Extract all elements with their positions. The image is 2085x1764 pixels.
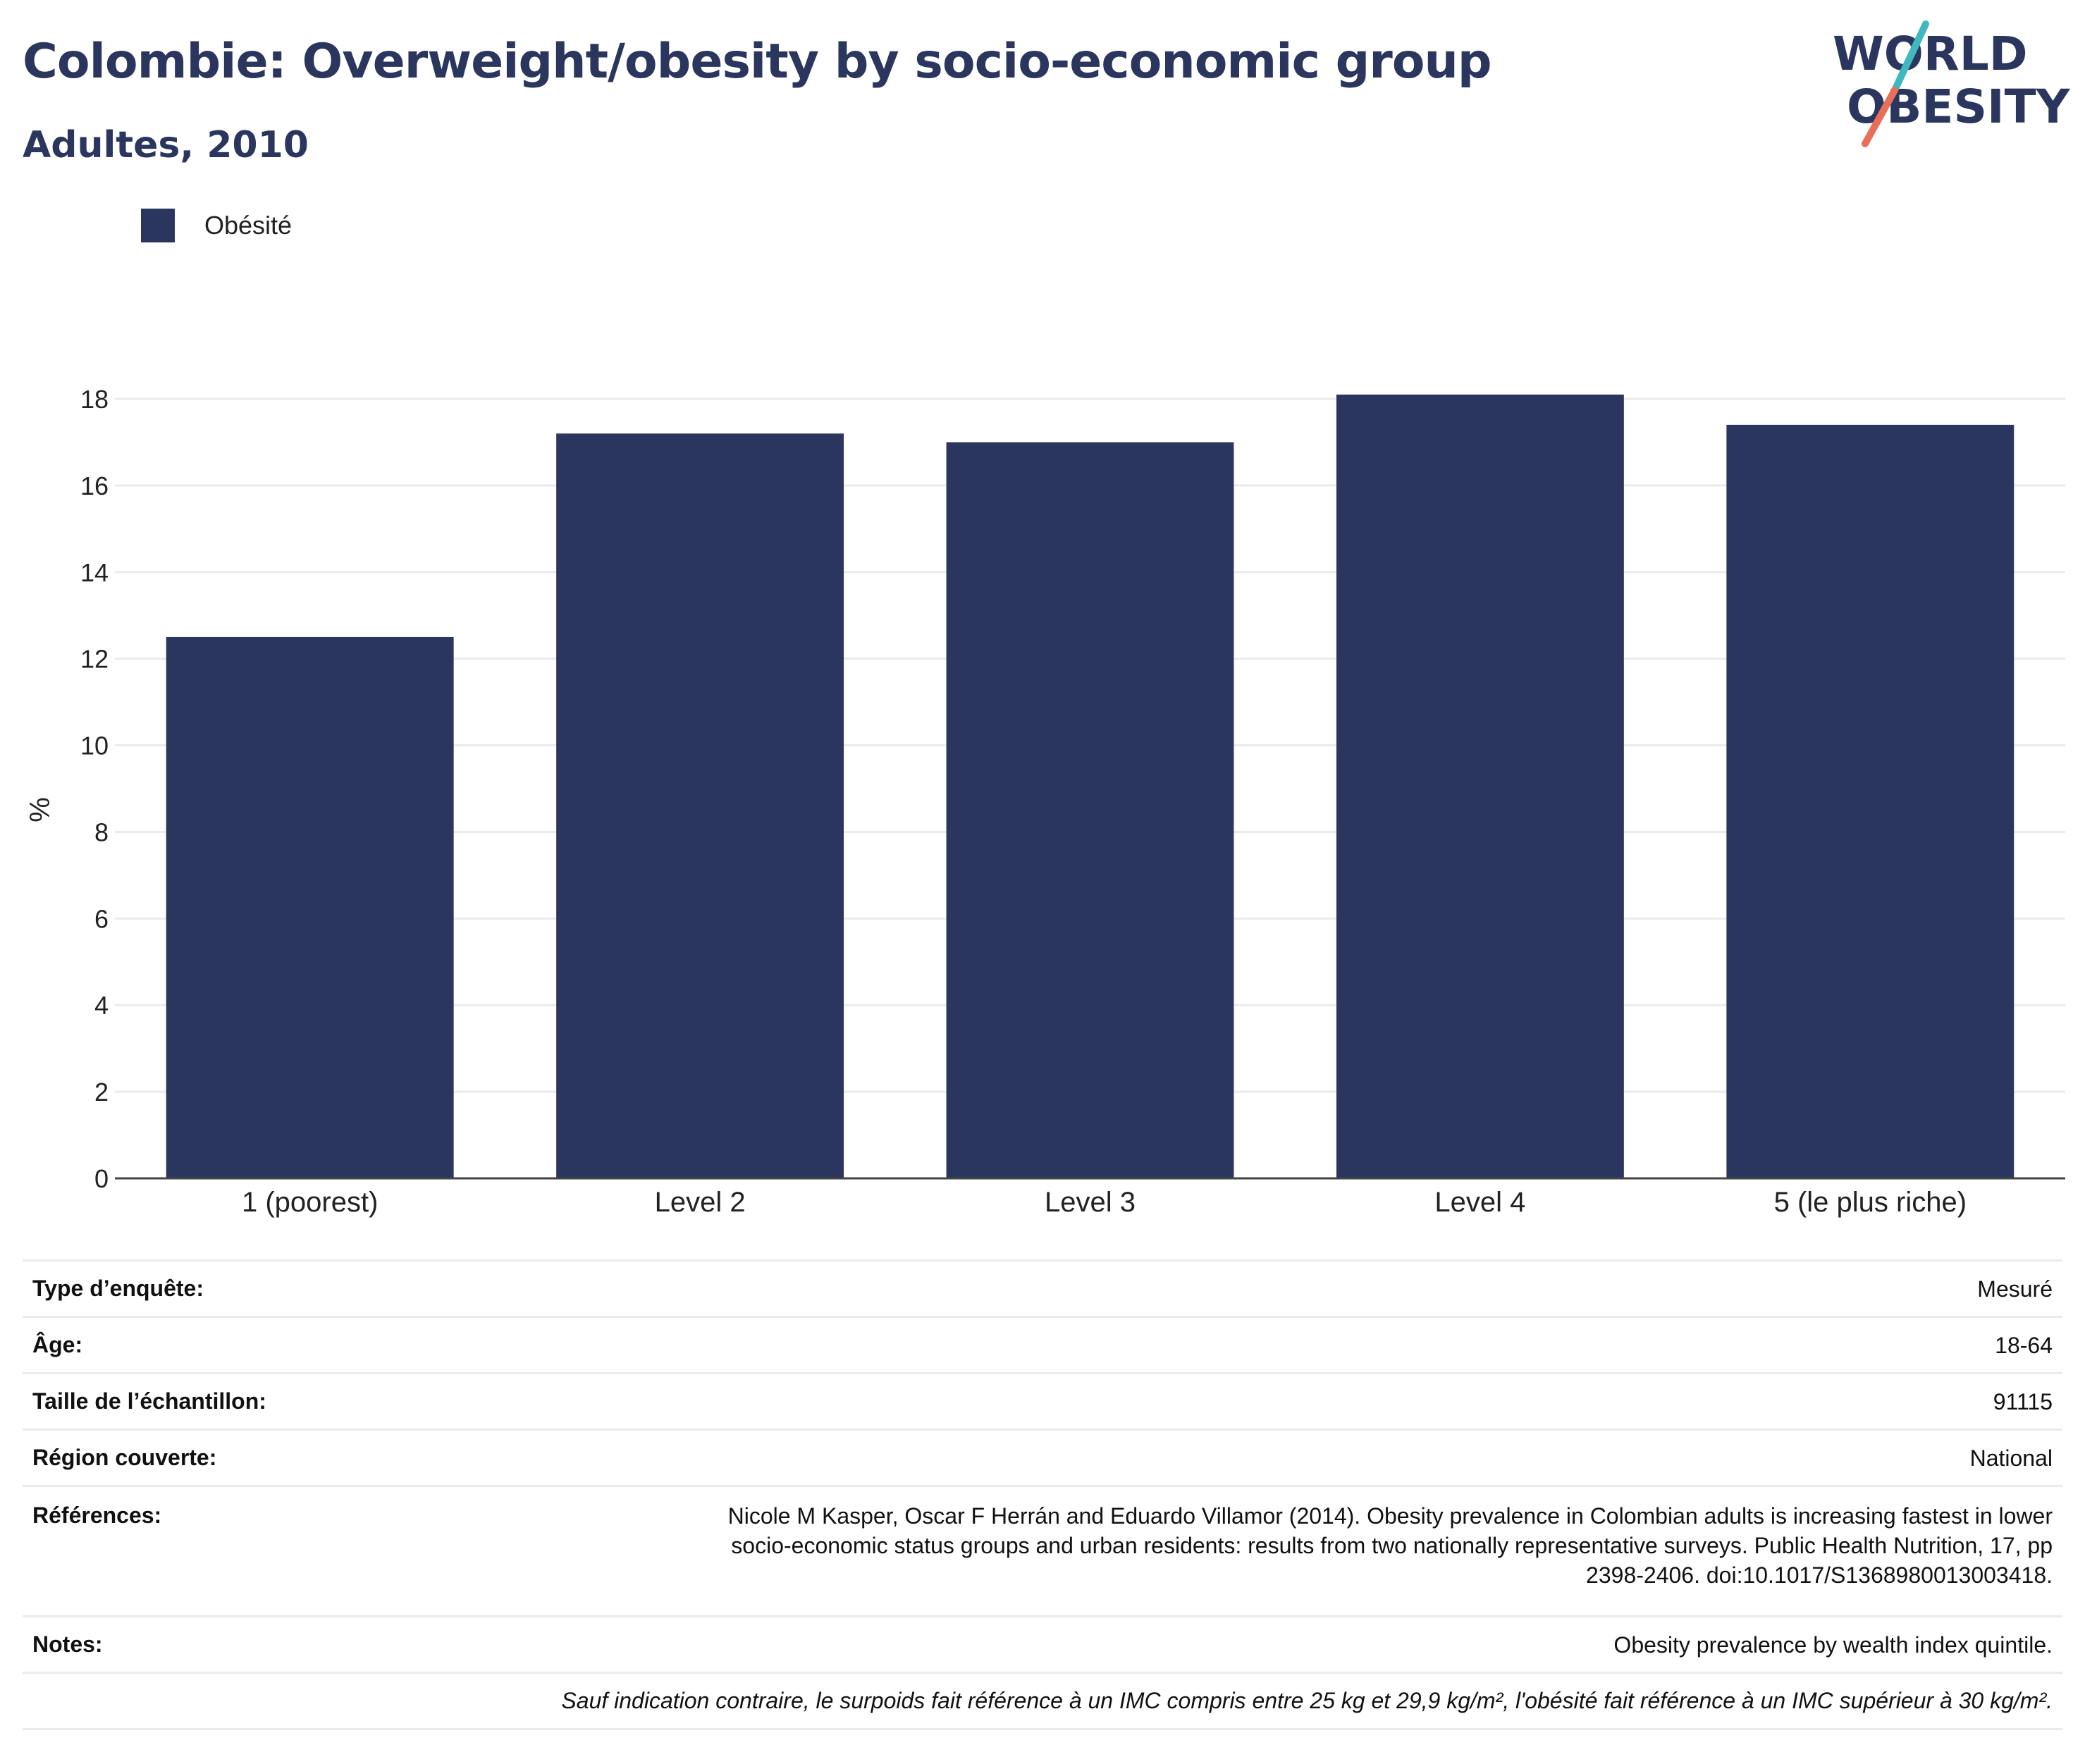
region-label: Région couverte: — [23, 1429, 465, 1486]
references-line-2: socio-economic status groups and urban r… — [731, 1533, 2053, 1558]
sample-size-label: Taille de l’échantillon: — [23, 1372, 465, 1430]
survey-type-value: Mesuré — [465, 1259, 2062, 1317]
y-tick-label: 0 — [94, 1164, 109, 1193]
x-tick-label: 5 (le plus riche) — [1774, 1187, 1967, 1218]
y-tick-label: 10 — [80, 732, 109, 760]
x-tick-label: Level 3 — [1045, 1187, 1136, 1218]
info-row-region: Région couverte: National — [23, 1429, 2062, 1486]
notes-label: Notes: — [23, 1615, 465, 1673]
chart-subtitle: Adultes, 2010 — [23, 124, 309, 166]
sample-size-value: 91115 — [465, 1372, 2062, 1430]
chart-title: Colombie: Overweight/obesity by socio-ec… — [23, 34, 1492, 90]
bar — [556, 433, 844, 1179]
bar-chart: 0 2 4 6 8 10 12 14 16 18% 1 (poorest) Level 2 Level … — [25, 385, 2065, 1218]
y-tick-label: 18 — [80, 385, 109, 414]
references-line-1: Nicole M Kasper, Oscar F Herrán and Edua… — [727, 1503, 2053, 1529]
footnote: Sauf indication contraire, le surpoids f… — [23, 1672, 2062, 1730]
info-row-references: Références: Nicole M Kasper, Oscar F Her… — [23, 1485, 2062, 1617]
info-row-age: Âge: 18-64 — [23, 1316, 2062, 1374]
legend-swatch-obesite — [141, 209, 175, 242]
world-obesity-logo: WORLD OBESITY — [1833, 20, 2071, 147]
y-tick-label: 6 — [94, 904, 109, 933]
bar — [1336, 394, 1624, 1179]
x-tick-label: 1 (poorest) — [242, 1187, 378, 1218]
region-value: National — [465, 1429, 2062, 1486]
info-row-footnote: Sauf indication contraire, le surpoids f… — [23, 1672, 2062, 1730]
bar — [946, 442, 1234, 1178]
y-tick-label: 4 — [94, 991, 109, 1020]
references-line-3: 2398-2406. doi:10.1017/S1368980013003418… — [1586, 1562, 2053, 1588]
notes-value: Obesity prevalence by wealth index quint… — [465, 1615, 2062, 1673]
bar — [166, 636, 454, 1178]
survey-type-label: Type d’enquête: — [23, 1259, 465, 1317]
logo-slash-coral — [1862, 87, 1898, 147]
y-tick-label: 2 — [94, 1078, 109, 1106]
y-tick-label: 16 — [80, 471, 109, 500]
logo-slash-teal — [1891, 20, 1929, 94]
bar — [1726, 424, 2015, 1178]
info-row-survey-type: Type d’enquête: Mesuré — [23, 1259, 2062, 1317]
info-row-notes: Notes: Obesity prevalence by wealth inde… — [23, 1615, 2062, 1673]
y-tick-label: 8 — [94, 818, 109, 846]
references-label: Références: — [23, 1485, 465, 1617]
y-tick-label: 14 — [80, 558, 109, 587]
logo-word-world: WORLD — [1833, 27, 2028, 81]
survey-info-table: Type d’enquête: Mesuré Âge: 18-64 Taille… — [23, 1259, 2062, 1730]
age-label: Âge: — [23, 1316, 465, 1374]
info-row-sample-size: Taille de l’échantillon: 91115 — [23, 1372, 2062, 1430]
legend-label-obesite: Obésité — [204, 211, 293, 240]
legend: Obésité — [141, 209, 292, 242]
x-tick-label: Level 4 — [1434, 1187, 1525, 1218]
references-value: Nicole M Kasper, Oscar F Herrán and Edua… — [465, 1485, 2062, 1617]
age-value: 18-64 — [465, 1316, 2062, 1374]
y-tick-label: 12 — [80, 645, 109, 674]
y-axis-title: % — [25, 797, 56, 822]
x-tick-label: Level 2 — [655, 1187, 746, 1218]
